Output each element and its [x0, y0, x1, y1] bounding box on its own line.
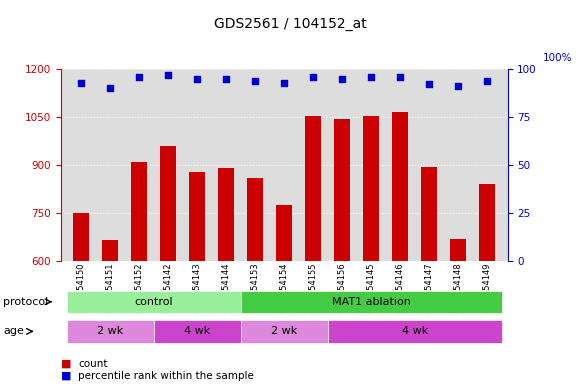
- Text: protocol: protocol: [3, 297, 48, 307]
- Text: age: age: [3, 326, 24, 336]
- Text: GDS2561 / 104152_at: GDS2561 / 104152_at: [213, 17, 367, 31]
- Bar: [218, 168, 234, 384]
- Point: [367, 74, 376, 80]
- Text: percentile rank within the sample: percentile rank within the sample: [78, 371, 254, 381]
- Bar: [392, 112, 408, 384]
- Bar: [160, 146, 176, 384]
- Text: ■: ■: [61, 371, 71, 381]
- Bar: [189, 172, 205, 384]
- Bar: [67, 291, 241, 313]
- Point: [483, 78, 492, 84]
- Text: count: count: [78, 359, 108, 369]
- Point: [309, 74, 318, 80]
- Bar: [334, 119, 350, 384]
- Bar: [67, 320, 154, 343]
- Point: [222, 76, 231, 82]
- Bar: [305, 116, 321, 384]
- Text: 4 wk: 4 wk: [184, 326, 211, 336]
- Text: 2 wk: 2 wk: [97, 326, 124, 336]
- Point: [77, 79, 86, 86]
- Bar: [102, 240, 118, 384]
- Text: ■: ■: [61, 359, 71, 369]
- Bar: [73, 213, 89, 384]
- Point: [338, 76, 347, 82]
- Text: 4 wk: 4 wk: [401, 326, 428, 336]
- Point: [454, 83, 463, 89]
- Text: 2 wk: 2 wk: [271, 326, 298, 336]
- Text: control: control: [135, 297, 173, 307]
- Bar: [276, 205, 292, 384]
- Point: [135, 74, 144, 80]
- Text: 100%: 100%: [543, 53, 572, 63]
- Point: [164, 72, 173, 78]
- Bar: [421, 167, 437, 384]
- Point: [106, 85, 115, 91]
- Point: [396, 74, 405, 80]
- Bar: [450, 239, 466, 384]
- Bar: [363, 116, 379, 384]
- Bar: [241, 320, 328, 343]
- Bar: [241, 291, 502, 313]
- Point: [251, 78, 260, 84]
- Bar: [154, 320, 241, 343]
- Text: MAT1 ablation: MAT1 ablation: [332, 297, 411, 307]
- Bar: [328, 320, 502, 343]
- Point: [425, 81, 434, 88]
- Bar: [131, 162, 147, 384]
- Point: [193, 76, 202, 82]
- Bar: [479, 184, 495, 384]
- Point: [280, 79, 289, 86]
- Bar: [247, 178, 263, 384]
